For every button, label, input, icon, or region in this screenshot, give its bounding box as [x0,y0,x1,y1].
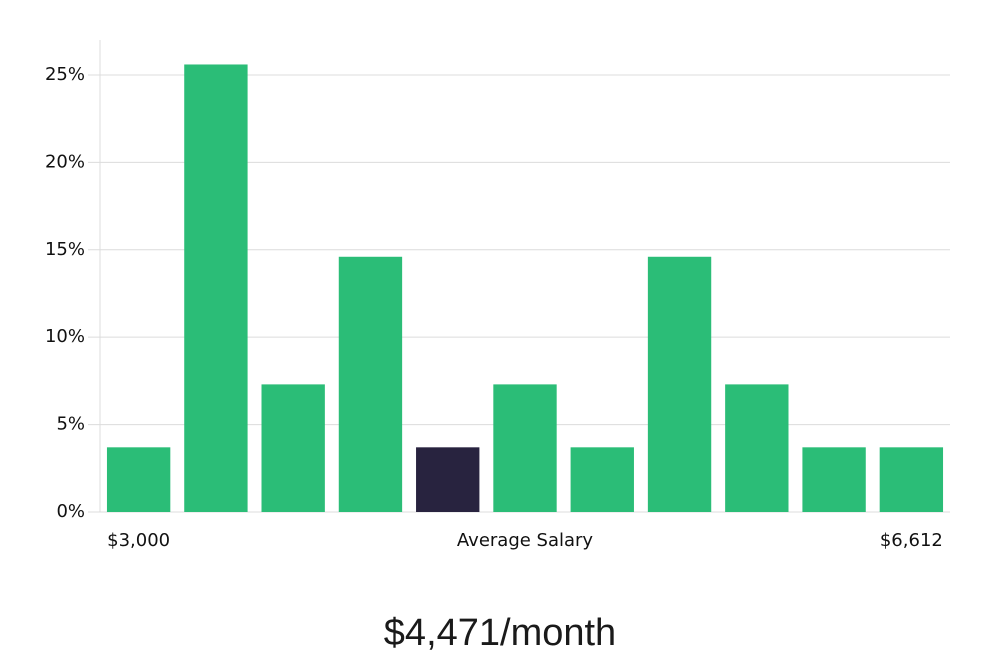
y-tick-label: 5% [56,414,85,435]
bar [416,447,480,512]
x-tick-label: $6,612 [880,530,943,551]
bar [338,256,403,512]
bar [106,447,171,512]
average-annotation: $4,471/month [384,612,616,654]
y-tick-label: 20% [45,151,85,172]
bar [184,64,248,513]
bar [493,384,557,512]
bar [261,384,325,512]
bar [570,447,634,512]
bar [802,447,866,512]
bar [647,256,712,512]
bar [879,447,944,512]
bar [725,384,789,512]
y-tick-label: 25% [45,64,85,85]
y-tick-label: 0% [56,501,85,522]
x-tick-label: $3,000 [107,530,170,551]
y-tick-label: 15% [45,239,85,260]
y-tick-label: 10% [45,326,85,347]
x-axis-label: Average Salary [457,530,594,551]
